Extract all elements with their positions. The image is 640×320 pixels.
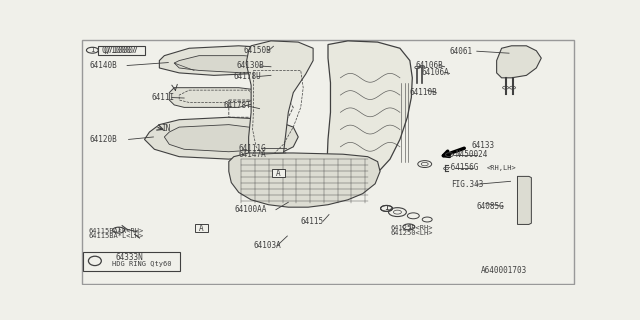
Text: 1: 1 <box>385 205 388 212</box>
Text: 64133: 64133 <box>472 141 495 150</box>
Text: 64110B: 64110B <box>410 88 438 97</box>
Text: 64115BA*L<LH>: 64115BA*L<LH> <box>89 233 144 238</box>
Text: Q710007: Q710007 <box>102 46 137 55</box>
Text: 64178U: 64178U <box>234 72 262 81</box>
FancyBboxPatch shape <box>98 46 145 55</box>
Text: A: A <box>276 169 281 178</box>
Text: 1: 1 <box>116 227 121 233</box>
Polygon shape <box>159 46 298 75</box>
Polygon shape <box>169 88 264 108</box>
Text: 64106B: 64106B <box>416 61 444 70</box>
Polygon shape <box>518 176 531 224</box>
Text: N450024: N450024 <box>456 150 488 159</box>
Text: 64140B: 64140B <box>90 61 118 70</box>
Text: A: A <box>199 224 204 233</box>
Polygon shape <box>246 41 313 178</box>
Text: 1: 1 <box>90 47 95 53</box>
Text: 64100AA: 64100AA <box>235 205 267 214</box>
Polygon shape <box>327 41 412 186</box>
Polygon shape <box>229 153 380 207</box>
Text: HDG RING Qty60: HDG RING Qty60 <box>112 261 172 267</box>
Text: 64125P<RH>: 64125P<RH> <box>391 225 433 231</box>
Text: 1: 1 <box>385 205 388 212</box>
Text: 641250<LH>: 641250<LH> <box>391 230 433 236</box>
Text: 64103A: 64103A <box>253 241 282 250</box>
Text: IN: IN <box>161 124 170 133</box>
Text: <RH,LH>: <RH,LH> <box>486 164 516 171</box>
Text: 64178T: 64178T <box>224 101 252 110</box>
FancyBboxPatch shape <box>272 169 285 177</box>
Text: 64120B: 64120B <box>90 135 118 144</box>
Text: Q710007: Q710007 <box>104 46 139 55</box>
Text: 64130B: 64130B <box>236 61 264 70</box>
Text: 1: 1 <box>407 224 411 230</box>
FancyBboxPatch shape <box>83 252 180 270</box>
Text: 64115: 64115 <box>301 217 324 226</box>
FancyBboxPatch shape <box>195 224 208 232</box>
Text: 64115BA*R<RH>: 64115BA*R<RH> <box>89 228 144 234</box>
FancyBboxPatch shape <box>83 40 573 284</box>
Polygon shape <box>145 117 298 159</box>
Polygon shape <box>497 46 541 78</box>
Text: A640001703: A640001703 <box>481 266 527 275</box>
Text: -64156G: -64156G <box>447 163 479 172</box>
Text: 64333N: 64333N <box>116 253 143 262</box>
Polygon shape <box>164 124 278 152</box>
Text: FIG.343: FIG.343 <box>451 180 483 189</box>
Text: 64085G: 64085G <box>477 202 504 211</box>
Text: 6411I: 6411I <box>152 93 175 102</box>
Text: 64061: 64061 <box>449 47 473 56</box>
Text: 64147A: 64147A <box>239 150 266 159</box>
Text: 64150B: 64150B <box>244 46 271 55</box>
Text: 64106A: 64106A <box>421 68 449 77</box>
Polygon shape <box>174 56 284 73</box>
Text: 64111G: 64111G <box>239 144 266 153</box>
